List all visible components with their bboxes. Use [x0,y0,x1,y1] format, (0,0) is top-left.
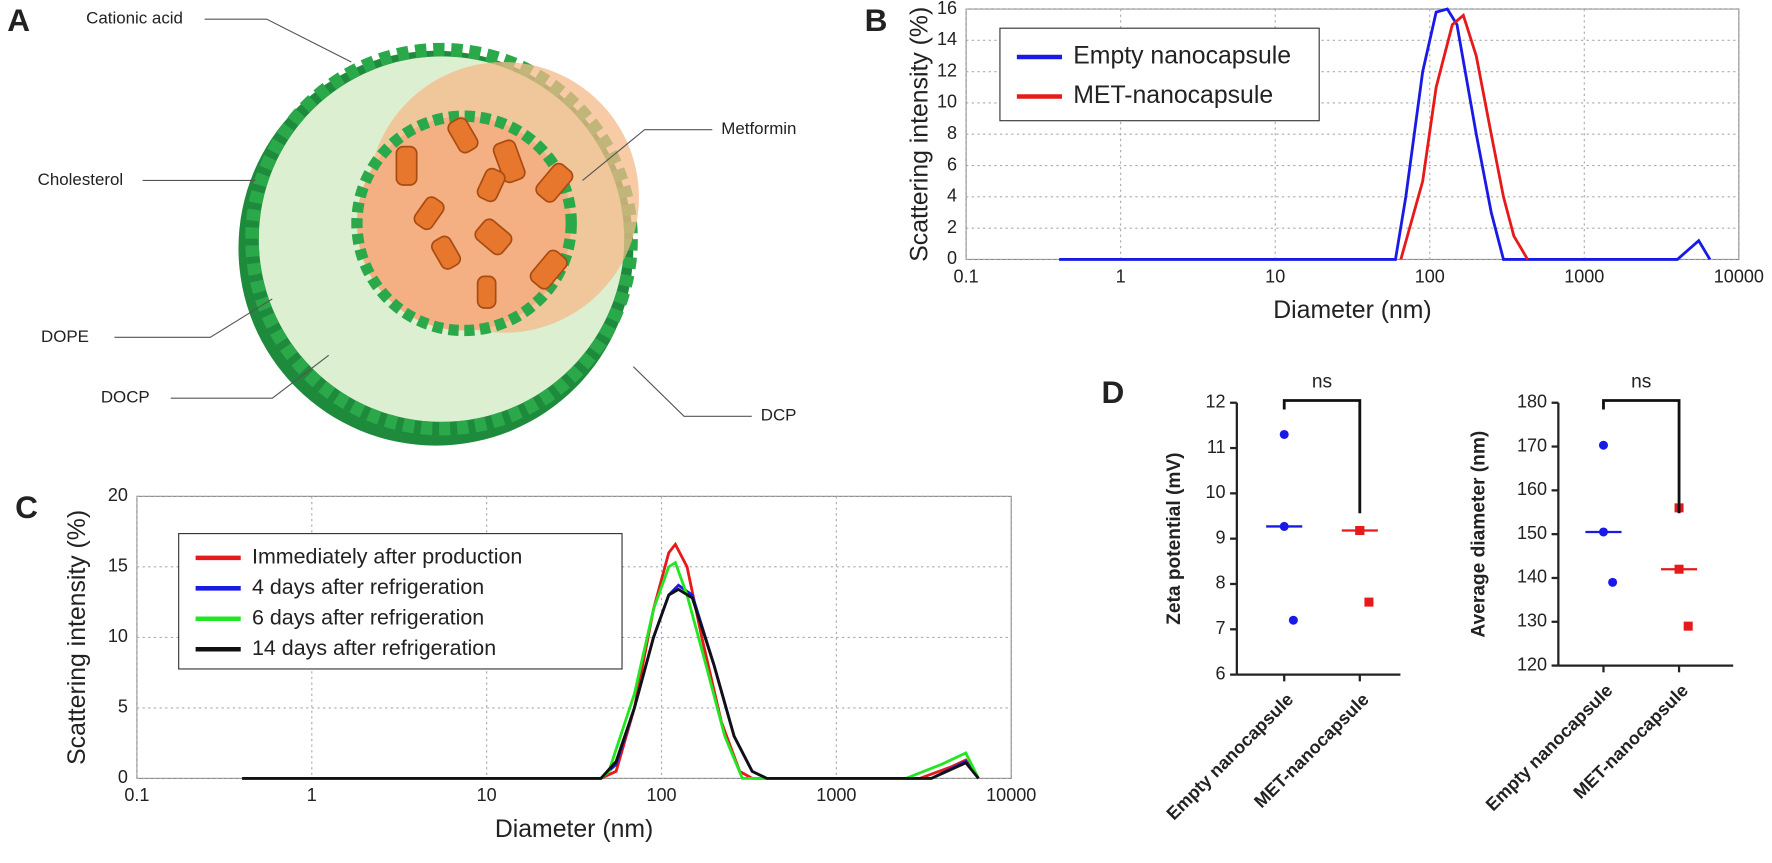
y-tick-label: 14 [937,29,957,49]
y-tick-label: 0 [118,767,128,787]
y-tick-label: 2 [947,217,957,237]
annotation: ns [1631,371,1651,392]
y-tick-label: 15 [108,556,128,576]
data-point [1598,440,1608,450]
x-tick-label: 0.1 [124,785,149,805]
leader [632,366,752,417]
legend-label: 4 days after refrigeration [252,575,484,599]
legend-label: 14 days after refrigeration [252,636,496,660]
drug [529,249,568,290]
y-tick-label: 170 [1517,435,1547,455]
diagram-label: DOCP [101,388,150,407]
x-axis-label: Diameter (nm) [495,816,653,843]
metformin-cylinders [395,117,574,309]
diagram-label: DCP [761,406,797,425]
x-axis-label: Diameter (nm) [1273,297,1431,324]
significance-bracket [1282,399,1362,514]
drug [476,275,497,309]
legend-label: 6 days after refrigeration [252,605,484,629]
x-tick-label: 10 [477,785,497,805]
leader-lines [114,18,752,417]
y-tick-label: 5 [118,697,128,717]
panel-letter: B [865,2,888,38]
data-point [1364,597,1374,607]
annotation: ns [1312,371,1332,392]
y-tick-label: 160 [1517,479,1547,499]
drug [535,162,574,203]
leader [204,18,352,63]
leader [582,129,713,181]
legend-box [178,533,623,670]
x-tick-label: 0.1 [954,266,979,286]
x-tick-label: 100 [1415,266,1445,286]
x-tick-label: Empty nanocapsule [1482,680,1617,815]
y-tick-label: 20 [108,485,128,505]
x-tick-label: Empty nanocapsule [1163,689,1298,824]
drug [476,167,506,203]
data-point [1608,577,1618,587]
y-tick-label: 150 [1517,523,1547,543]
y-tick-label: 140 [1517,567,1547,587]
y-axis-label: Scattering intensity (%) [907,7,934,262]
drug [413,196,445,231]
x-tick-label: 100 [646,785,676,805]
leader [170,354,330,399]
y-axis-label: Scattering intensity (%) [64,510,91,765]
drug [447,117,479,154]
drug [430,235,462,270]
legend-label: Empty nanocapsule [1073,43,1291,70]
diagram-label: DOPE [41,327,89,346]
leader [114,298,273,338]
diagram-label: Cholesterol [38,170,124,189]
data-point [1683,621,1693,631]
significance-bracket [1602,399,1681,514]
diagram-label: Cationic acid [86,9,183,28]
legend-label: Immediately after production [252,545,522,569]
y-tick-label: 6 [947,154,957,174]
y-tick-label: 4 [947,186,957,206]
y-tick-label: 12 [1205,391,1225,411]
drug [395,145,418,186]
x-tick-label: 1 [1116,266,1126,286]
diagram-label: Metformin [721,119,796,138]
y-tick-label: 8 [947,123,957,143]
y-axis-label: Zeta potential (mV) [1164,452,1185,624]
y-tick-label: 10 [1205,482,1225,502]
data-line [242,587,980,780]
x-tick-label: 10000 [1714,266,1764,286]
panel-letter: C [15,489,38,525]
data-line [1059,7,1712,261]
data-point [1279,429,1289,439]
legend-label: MET-nanocapsule [1073,82,1273,109]
x-tick-label: 1000 [1564,266,1604,286]
y-tick-label: 10 [108,626,128,646]
liposome-diagram [114,18,752,446]
y-tick-label: 7 [1216,618,1226,638]
y-tick-label: 180 [1517,391,1547,411]
drug [474,218,513,256]
data-point [1288,615,1298,625]
y-tick-label: 9 [1216,527,1226,547]
y-tick-label: 16 [937,0,957,18]
legend-box [999,27,1320,122]
x-tick-label: 1 [307,785,317,805]
y-axis-label: Average diameter (nm) [1468,431,1489,638]
x-tick-label: 10 [1265,266,1285,286]
y-tick-label: 6 [1216,663,1226,683]
y-tick-label: 11 [1207,437,1226,457]
y-tick-label: 0 [947,248,957,268]
y-tick-label: 12 [937,60,957,80]
panel-letter: D [1101,374,1124,410]
y-tick-label: 10 [937,92,957,112]
data-line [1399,12,1529,261]
panel-letter: A [7,2,30,38]
y-tick-label: 120 [1517,654,1547,674]
x-tick-label: 10000 [986,785,1036,805]
y-tick-label: 8 [1216,573,1226,593]
x-tick-label: 1000 [816,785,856,805]
y-tick-label: 130 [1517,611,1547,631]
